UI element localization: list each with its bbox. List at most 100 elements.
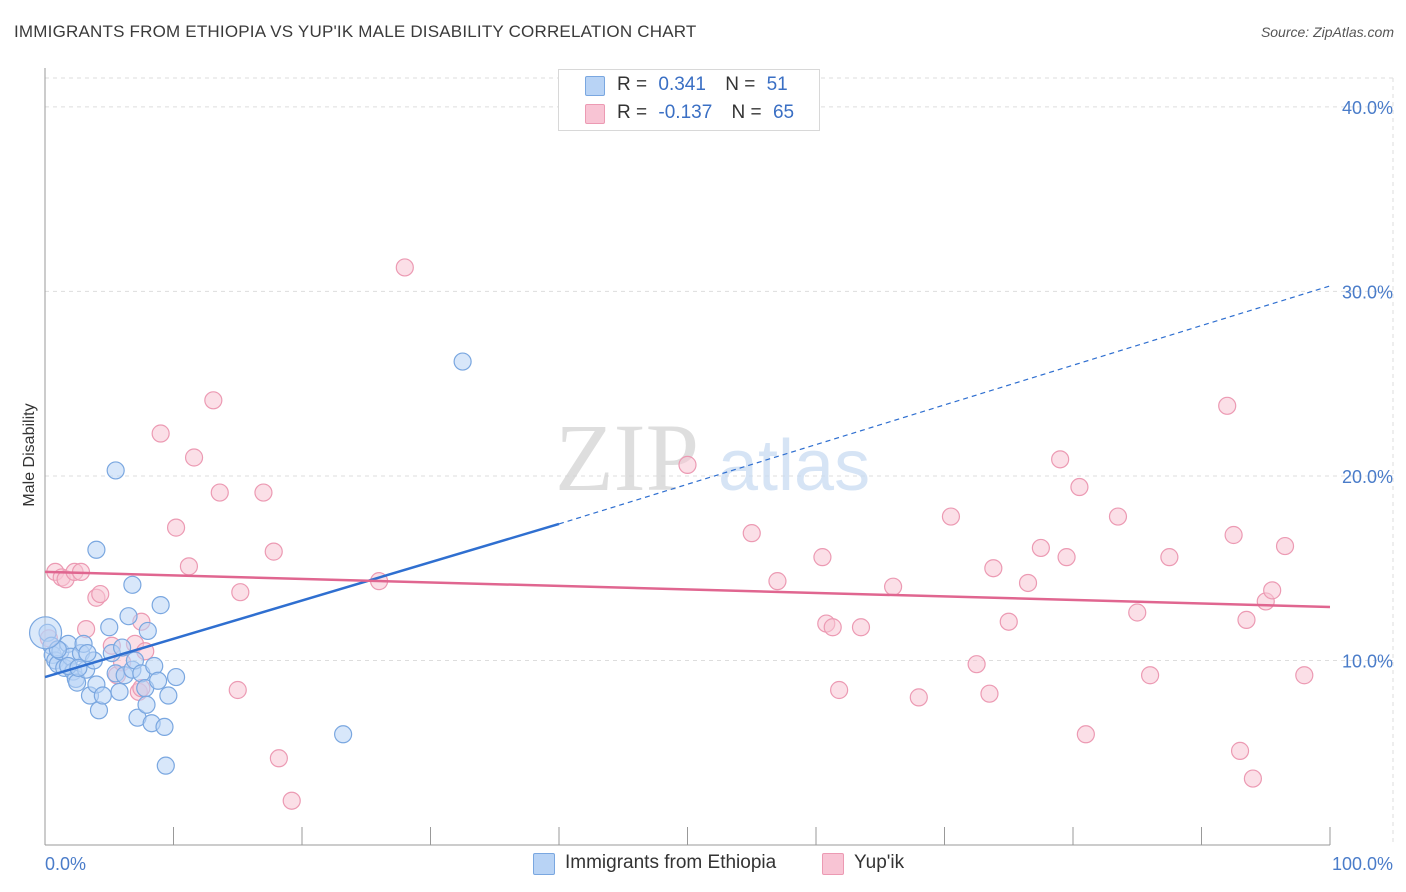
- series-yupik-points: [39, 258, 1314, 810]
- yupik-point[interactable]: [1224, 525, 1243, 545]
- legend-n-label: N =: [725, 74, 756, 95]
- ethiopia-point-large[interactable]: [28, 616, 63, 650]
- ethiopia-point[interactable]: [156, 756, 175, 775]
- ethiopia-point[interactable]: [138, 621, 157, 641]
- bottom-legend-swatch-pink: [822, 853, 844, 875]
- yupik-point[interactable]: [830, 680, 849, 700]
- y-tick-label: 40.0%: [1342, 98, 1393, 118]
- legend-n-value: 51: [766, 74, 788, 95]
- yupik-point[interactable]: [999, 612, 1018, 631]
- ethiopia-point[interactable]: [159, 686, 178, 705]
- yupik-point[interactable]: [1237, 610, 1256, 629]
- yupik-point[interactable]: [851, 618, 871, 637]
- x-tick-label-min: 0.0%: [45, 854, 86, 874]
- yupik-point[interactable]: [823, 618, 842, 637]
- legend-r-label: R =: [617, 74, 648, 95]
- yupik-point[interactable]: [91, 584, 110, 604]
- yupik-point[interactable]: [1243, 769, 1263, 788]
- yupik-point[interactable]: [210, 483, 229, 502]
- yupik-point[interactable]: [1128, 603, 1147, 622]
- yupik-point[interactable]: [1018, 573, 1038, 593]
- legend-swatch-blue: [585, 76, 605, 96]
- yupik-point[interactable]: [1230, 741, 1250, 760]
- ethiopia-point[interactable]: [106, 461, 125, 480]
- yupik-point[interactable]: [1051, 450, 1070, 469]
- correlation-legend: R = 0.341 N = 51 R = -0.137 N = 65: [558, 69, 820, 131]
- yupik-point[interactable]: [269, 749, 288, 768]
- yupik-point[interactable]: [678, 455, 697, 474]
- yupik-point[interactable]: [1057, 548, 1076, 567]
- x-tick-label-max: 100.0%: [1332, 854, 1393, 874]
- trend-lines: [44, 285, 1331, 679]
- legend-r-label: R =: [617, 102, 648, 123]
- ethiopia-trend-line: [44, 522, 560, 679]
- yupik-point[interactable]: [1263, 581, 1282, 600]
- yupik-point[interactable]: [1218, 396, 1237, 415]
- ethiopia-point[interactable]: [123, 575, 142, 594]
- bottom-legend-label: Immigrants from Ethiopia: [565, 852, 777, 873]
- source-credit[interactable]: Source: ZipAtlas.com: [1260, 24, 1394, 40]
- yupik-point[interactable]: [254, 483, 273, 502]
- ethiopia-point[interactable]: [155, 717, 174, 737]
- yupik-point[interactable]: [77, 620, 96, 639]
- ethiopia-point[interactable]: [137, 695, 156, 714]
- ethiopia-point[interactable]: [151, 596, 170, 615]
- ethiopia-point[interactable]: [166, 667, 186, 687]
- yupik-point[interactable]: [1076, 725, 1095, 744]
- y-axis-label: Male Disability: [21, 403, 38, 506]
- yupik-point[interactable]: [231, 583, 250, 602]
- ethiopia-point[interactable]: [119, 607, 138, 626]
- ethiopia-point[interactable]: [334, 725, 353, 744]
- ethiopia-point[interactable]: [87, 540, 106, 559]
- yupik-point[interactable]: [1031, 538, 1050, 558]
- yupik-point[interactable]: [980, 684, 999, 703]
- yupik-point[interactable]: [1070, 477, 1089, 497]
- ethiopia-point[interactable]: [100, 618, 119, 637]
- yupik-point[interactable]: [941, 507, 961, 526]
- legend-n-value: 65: [772, 102, 795, 123]
- yupik-point[interactable]: [883, 577, 903, 596]
- ethiopia-point[interactable]: [78, 643, 97, 663]
- bottom-legend-swatch-blue: [533, 853, 555, 875]
- series-ethiopia-points: [28, 352, 472, 775]
- x-tick-labels: 0.0% 100.0%: [45, 854, 1393, 874]
- ethiopia-point[interactable]: [93, 686, 112, 705]
- legend-r-value: 0.341: [658, 74, 706, 95]
- legend-r-value: -0.137: [658, 102, 713, 123]
- y-tick-label: 20.0%: [1342, 467, 1393, 487]
- yupik-point[interactable]: [228, 680, 247, 700]
- yupik-point[interactable]: [184, 448, 204, 467]
- yupik-point[interactable]: [813, 548, 832, 567]
- y-tick-label: 30.0%: [1342, 282, 1393, 302]
- yupik-point[interactable]: [768, 572, 787, 591]
- yupik-point[interactable]: [151, 424, 170, 443]
- yupik-point[interactable]: [282, 791, 301, 810]
- y-tick-label: 10.0%: [1342, 651, 1393, 671]
- ethiopia-point[interactable]: [453, 352, 472, 371]
- yupik-point[interactable]: [1140, 666, 1160, 685]
- ethiopia-point[interactable]: [110, 682, 129, 701]
- yupik-point[interactable]: [742, 524, 761, 543]
- chart-title: IMMIGRANTS FROM ETHIOPIA VS YUP'IK MALE …: [14, 22, 697, 41]
- watermark-zip: ZIP: [555, 404, 699, 511]
- yupik-point[interactable]: [967, 655, 986, 674]
- yupik-point[interactable]: [1275, 536, 1295, 556]
- legend-swatch-pink: [585, 104, 605, 124]
- axes: [44, 68, 1331, 846]
- yupik-point[interactable]: [909, 688, 928, 707]
- bottom-legend-label: Yup'ik: [854, 852, 905, 873]
- yupik-point[interactable]: [1160, 548, 1179, 567]
- yupik-trend-line: [44, 570, 1331, 609]
- legend-n-label: N =: [731, 102, 762, 123]
- yupik-point[interactable]: [395, 258, 414, 277]
- yupik-point[interactable]: [1108, 507, 1128, 526]
- yupik-point[interactable]: [984, 559, 1003, 578]
- yupik-point[interactable]: [1295, 666, 1314, 685]
- yupik-point[interactable]: [204, 391, 223, 410]
- yupik-point[interactable]: [166, 518, 186, 537]
- ethiopia-point[interactable]: [148, 671, 168, 690]
- y-tick-labels: 10.0% 20.0% 30.0% 40.0%: [1342, 98, 1393, 672]
- yupik-point[interactable]: [179, 557, 199, 576]
- yupik-point[interactable]: [264, 542, 283, 561]
